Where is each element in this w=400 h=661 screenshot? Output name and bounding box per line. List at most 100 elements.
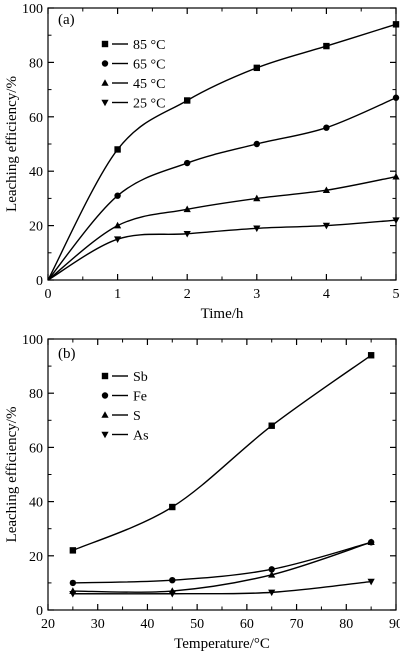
legend-marker bbox=[101, 411, 109, 418]
plot-frame bbox=[47, 338, 397, 611]
x-tick-label: 2 bbox=[184, 287, 191, 302]
series-2 bbox=[47, 94, 400, 281]
y-tick-label: 100 bbox=[22, 333, 43, 348]
x-tick-label: 50 bbox=[190, 617, 204, 632]
series-line bbox=[47, 97, 397, 281]
data-point bbox=[392, 21, 400, 28]
data-point bbox=[184, 97, 191, 104]
data-point bbox=[114, 146, 121, 153]
x-tick-label: 20 bbox=[41, 617, 55, 632]
data-point bbox=[169, 503, 176, 511]
x-tick-label: 70 bbox=[290, 617, 304, 632]
series-3 bbox=[69, 538, 375, 594]
legend-entry: As bbox=[133, 429, 149, 444]
legend: 85 °C 65 °C 45 °C 25 °C bbox=[101, 38, 165, 112]
x-tick-label: 3 bbox=[253, 287, 260, 302]
series-line bbox=[47, 175, 397, 281]
data-point bbox=[253, 194, 261, 202]
legend-entry: 45 °C bbox=[133, 77, 165, 92]
plot-frame bbox=[47, 7, 397, 281]
legend: Sb Fe S As bbox=[101, 370, 149, 444]
series-2 bbox=[69, 539, 375, 587]
x-axis-label: Temperature/°C bbox=[174, 636, 270, 652]
data-point bbox=[268, 566, 275, 573]
legend-marker bbox=[101, 431, 109, 439]
legend-entry: 65 °C bbox=[133, 58, 165, 73]
data-point bbox=[69, 579, 77, 587]
x-tick-label: 30 bbox=[91, 617, 105, 632]
legend-entry: Sb bbox=[133, 370, 148, 385]
data-point bbox=[392, 94, 400, 101]
data-point bbox=[253, 140, 260, 148]
x-tick-label: 60 bbox=[240, 617, 254, 632]
x-tick-label: 90 bbox=[389, 617, 400, 632]
series-line bbox=[47, 219, 397, 281]
legend-marker bbox=[101, 99, 109, 107]
data-point bbox=[367, 538, 375, 546]
y-axis-label: Leaching efficiency/% bbox=[4, 76, 20, 212]
x-axis-label: Time/h bbox=[201, 306, 244, 322]
data-point bbox=[114, 221, 122, 229]
series-line bbox=[72, 541, 372, 593]
legend-marker bbox=[101, 40, 109, 48]
chart-panel-b: 20 30 40 50 60 70 80 90020406080100Temperature/… bbox=[4, 333, 400, 652]
data-point bbox=[268, 422, 275, 429]
data-point bbox=[323, 124, 330, 131]
data-point bbox=[268, 570, 276, 578]
series-1 bbox=[47, 21, 400, 281]
legend-marker bbox=[101, 60, 109, 67]
data-point bbox=[268, 589, 276, 597]
series-line bbox=[72, 541, 372, 584]
chart-panel-a: 0 1 2 3 4 5 0 20 40 60 80 100 Time/h Leaching efficie… bbox=[4, 2, 400, 322]
series-3 bbox=[47, 172, 400, 281]
data-point bbox=[367, 352, 375, 359]
y-tick-label: 40 bbox=[29, 165, 43, 180]
series-line bbox=[72, 580, 372, 595]
panel-label: (a) bbox=[58, 12, 75, 28]
y-tick-label: 20 bbox=[29, 220, 43, 235]
series-4 bbox=[47, 217, 400, 281]
y-tick-label: 60 bbox=[29, 441, 43, 456]
data-point bbox=[183, 205, 191, 213]
y-tick-label: 100 bbox=[22, 2, 43, 17]
data-point bbox=[322, 186, 330, 194]
data-point bbox=[183, 230, 191, 238]
series-1 bbox=[69, 352, 375, 554]
legend-entry: 25 °C bbox=[133, 97, 165, 112]
data-point bbox=[323, 42, 330, 50]
data-point bbox=[69, 590, 77, 598]
x-tick-label: 40 bbox=[140, 617, 154, 632]
y-tick-label: 80 bbox=[29, 56, 43, 71]
x-tick-label: 4 bbox=[323, 287, 330, 302]
data-point bbox=[322, 222, 330, 230]
legend-entry: S bbox=[133, 409, 141, 424]
data-point bbox=[253, 225, 261, 233]
data-point bbox=[392, 172, 400, 180]
y-tick-label: 60 bbox=[29, 111, 43, 126]
data-point bbox=[253, 64, 260, 72]
x-tick-label: 1 bbox=[114, 287, 121, 302]
y-tick-label: 0 bbox=[36, 604, 43, 619]
y-tick-label: 80 bbox=[29, 387, 43, 402]
data-point bbox=[69, 547, 77, 554]
y-tick-label: 0 bbox=[36, 274, 43, 289]
legend-marker bbox=[101, 79, 109, 86]
y-tick-label: 40 bbox=[29, 496, 43, 511]
legend-entry: Fe bbox=[133, 390, 147, 405]
data-point bbox=[168, 590, 176, 598]
y-tick-label: 20 bbox=[29, 550, 43, 565]
x-tick-label: 80 bbox=[339, 617, 353, 632]
data-point bbox=[114, 236, 122, 243]
y-axis-label: Leaching efficiency/% bbox=[4, 407, 20, 543]
legend-marker bbox=[101, 392, 109, 399]
x-tick-label: 5 bbox=[393, 287, 400, 302]
data-point bbox=[367, 578, 375, 586]
x-tick-label: 0 bbox=[45, 287, 52, 302]
panel-label: (b) bbox=[58, 346, 76, 362]
series-4 bbox=[69, 578, 375, 598]
data-point bbox=[392, 217, 400, 224]
legend-entry: 85 °C bbox=[133, 38, 165, 53]
data-point bbox=[114, 192, 121, 199]
legend-marker bbox=[101, 372, 109, 380]
